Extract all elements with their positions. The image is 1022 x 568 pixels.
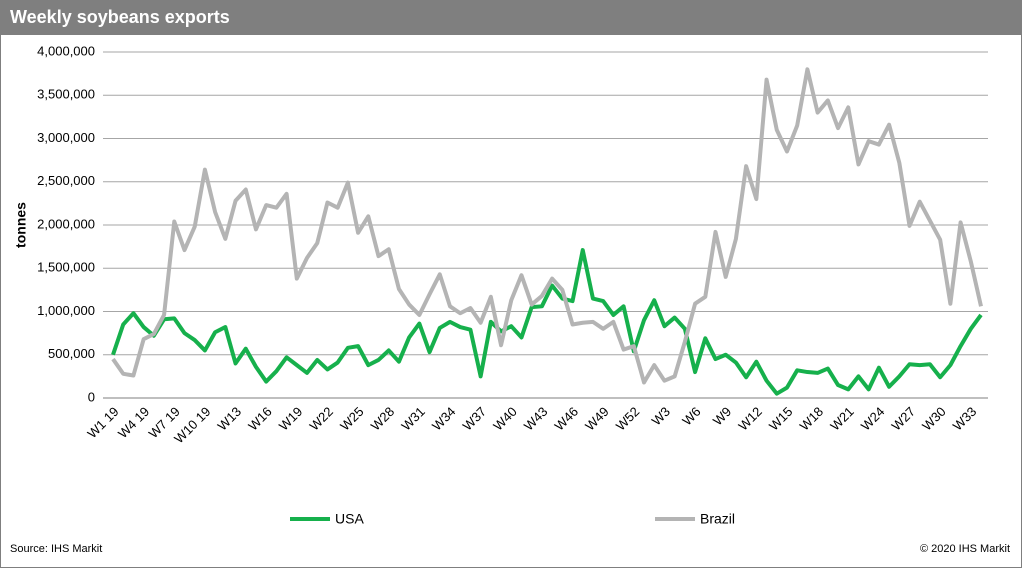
y-tick-label: 3,000,000: [37, 130, 95, 145]
y-tick-label: 500,000: [48, 346, 95, 361]
y-tick-label: 2,000,000: [37, 216, 95, 231]
title-bar: [0, 0, 1022, 35]
y-tick-label: 2,500,000: [37, 173, 95, 188]
legend-label: Brazil: [700, 511, 735, 527]
legend-label: USA: [335, 511, 364, 527]
series-line: [111, 67, 983, 385]
y-tick-label: 4,000,000: [37, 43, 95, 58]
y-tick-label: 1,000,000: [37, 303, 95, 318]
chart-title: Weekly soybeans exports: [10, 7, 230, 27]
y-tick-label: 1,500,000: [37, 260, 95, 275]
source: Source: IHS Markit: [10, 543, 102, 555]
y-tick-label: 0: [88, 389, 95, 404]
series-line: [111, 248, 983, 396]
y-tick-label: 3,500,000: [37, 87, 95, 102]
y-axis-label: tonnes: [13, 202, 29, 248]
copyright: © 2020 IHS Markit: [920, 543, 1010, 555]
